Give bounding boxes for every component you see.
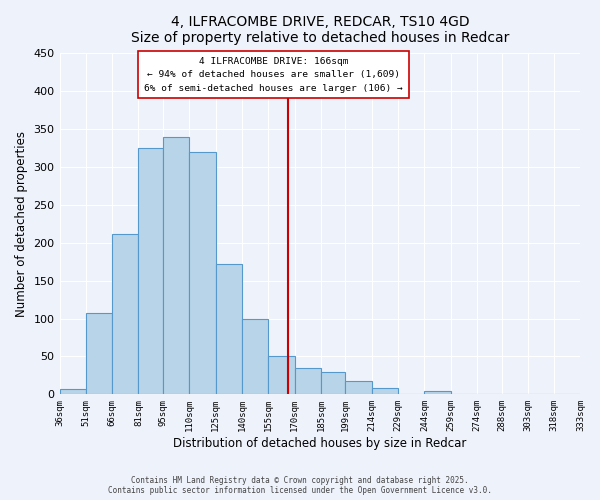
Bar	[59, 389, 86, 394]
Bar	[268, 356, 295, 395]
Bar	[139, 148, 163, 394]
Bar	[295, 368, 321, 394]
Y-axis label: Number of detached properties: Number of detached properties	[15, 131, 28, 317]
Text: 4 ILFRACOMBE DRIVE: 166sqm
← 94% of detached houses are smaller (1,609)
6% of se: 4 ILFRACOMBE DRIVE: 166sqm ← 94% of deta…	[144, 57, 403, 92]
Title: 4, ILFRACOMBE DRIVE, REDCAR, TS10 4GD
Size of property relative to detached hous: 4, ILFRACOMBE DRIVE, REDCAR, TS10 4GD Si…	[131, 15, 509, 45]
X-axis label: Distribution of detached houses by size in Redcar: Distribution of detached houses by size …	[173, 437, 467, 450]
Bar	[321, 372, 346, 394]
Bar	[163, 136, 190, 394]
Text: Contains HM Land Registry data © Crown copyright and database right 2025.
Contai: Contains HM Land Registry data © Crown c…	[108, 476, 492, 495]
Bar	[346, 382, 372, 394]
Bar	[215, 264, 242, 394]
Bar	[190, 152, 215, 394]
Bar	[112, 234, 139, 394]
Bar	[372, 388, 398, 394]
Bar	[424, 392, 451, 394]
Bar	[86, 313, 112, 394]
Bar	[242, 320, 268, 394]
